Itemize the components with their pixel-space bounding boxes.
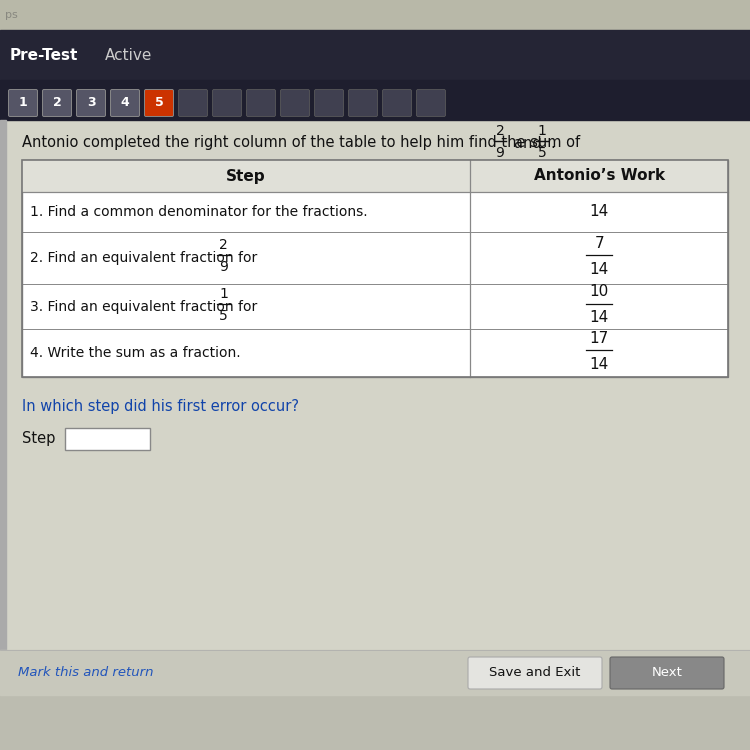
Text: 14: 14 (590, 310, 609, 326)
Text: 2: 2 (219, 238, 228, 252)
FancyBboxPatch shape (468, 657, 602, 689)
Text: 1: 1 (19, 97, 27, 109)
Text: 2: 2 (53, 97, 62, 109)
Text: Active: Active (105, 47, 152, 62)
FancyBboxPatch shape (349, 89, 377, 116)
Text: 4. Write the sum as a fraction.: 4. Write the sum as a fraction. (30, 346, 241, 360)
Text: 7: 7 (594, 236, 604, 251)
Text: 1. Find a common denominator for the fractions.: 1. Find a common denominator for the fra… (30, 205, 368, 219)
Text: Antonio’s Work: Antonio’s Work (533, 169, 664, 184)
Text: 14: 14 (590, 262, 609, 277)
Text: Antonio completed the right column of the table to help him find the sum of: Antonio completed the right column of th… (22, 136, 585, 151)
Text: 10: 10 (590, 284, 609, 299)
FancyBboxPatch shape (8, 89, 38, 116)
FancyBboxPatch shape (314, 89, 344, 116)
FancyBboxPatch shape (145, 89, 173, 116)
Text: Save and Exit: Save and Exit (489, 667, 580, 680)
Text: Mark this and return: Mark this and return (18, 667, 154, 680)
Text: .: . (550, 136, 555, 151)
FancyBboxPatch shape (610, 657, 724, 689)
Text: 3. Find an equivalent fraction for: 3. Find an equivalent fraction for (30, 299, 262, 314)
Bar (22, 160, 728, 192)
Text: Step: Step (226, 169, 266, 184)
Text: 3: 3 (87, 97, 95, 109)
Bar (0, 30, 750, 80)
Text: 1: 1 (538, 124, 547, 138)
FancyBboxPatch shape (212, 89, 242, 116)
Bar (22, 160, 728, 377)
Bar (0, 695, 750, 750)
Bar (0, 120, 6, 695)
Text: ps: ps (5, 10, 18, 20)
Text: 5: 5 (538, 146, 546, 160)
Text: 14: 14 (590, 205, 609, 220)
Text: 5: 5 (219, 308, 228, 322)
Text: 1: 1 (219, 286, 228, 301)
Bar (0, 120, 750, 695)
Text: 5: 5 (154, 97, 164, 109)
FancyBboxPatch shape (280, 89, 310, 116)
FancyBboxPatch shape (43, 89, 71, 116)
Text: 2. Find an equivalent fraction for: 2. Find an equivalent fraction for (30, 251, 262, 265)
Bar (22, 160, 728, 377)
FancyBboxPatch shape (76, 89, 106, 116)
Text: Next: Next (652, 667, 682, 680)
Text: Pre-Test: Pre-Test (10, 47, 78, 62)
Bar (0, 80, 750, 120)
Text: 9: 9 (496, 146, 505, 160)
FancyBboxPatch shape (382, 89, 412, 116)
Text: 14: 14 (590, 357, 609, 372)
FancyBboxPatch shape (178, 89, 208, 116)
Bar (65, 428, 150, 450)
FancyBboxPatch shape (416, 89, 446, 116)
Text: 9: 9 (219, 260, 228, 274)
Text: In which step did his first error occur?: In which step did his first error occur? (22, 400, 299, 415)
Bar (0, 0, 750, 30)
Bar (0, 650, 750, 695)
Text: Step: Step (22, 431, 56, 446)
FancyBboxPatch shape (247, 89, 275, 116)
Text: 17: 17 (590, 331, 609, 346)
Text: 2: 2 (496, 124, 504, 138)
FancyBboxPatch shape (110, 89, 140, 116)
Text: 4: 4 (121, 97, 129, 109)
Text: and: and (514, 136, 546, 151)
